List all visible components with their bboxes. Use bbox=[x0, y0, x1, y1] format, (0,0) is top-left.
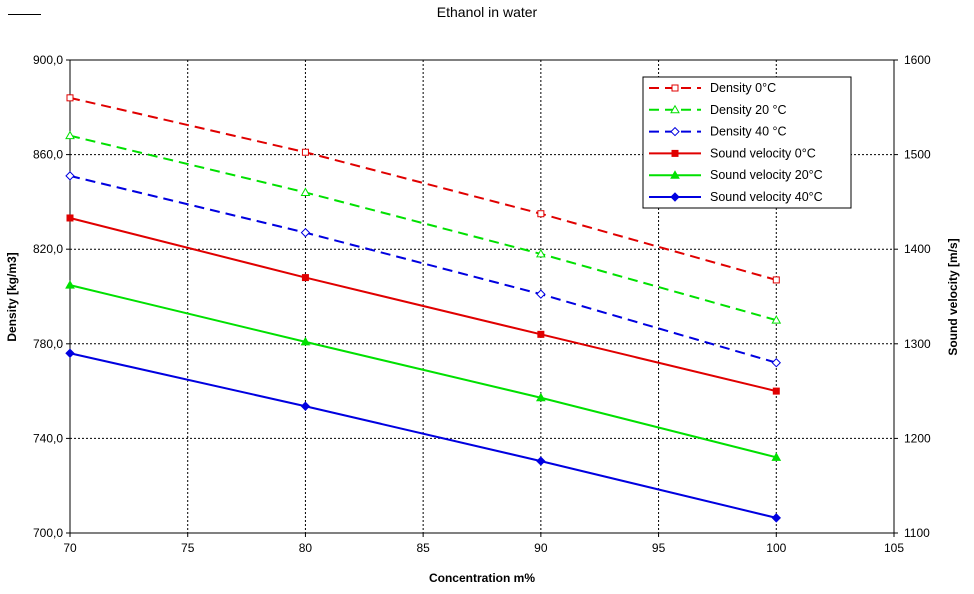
legend-label: Sound velocity 20°C bbox=[710, 168, 823, 182]
data-point bbox=[772, 387, 780, 395]
series-line bbox=[69, 174, 777, 364]
legend-item: Sound velocity 20°C bbox=[649, 168, 823, 182]
data-point bbox=[536, 289, 546, 299]
data-point bbox=[65, 130, 75, 140]
data-point bbox=[65, 348, 75, 358]
legend-marker bbox=[670, 126, 680, 137]
series-line bbox=[69, 217, 777, 393]
legend-marker bbox=[670, 170, 680, 179]
legend-box bbox=[642, 76, 852, 209]
x-axis: 70 75 80 85 90 95 100 105 bbox=[63, 533, 904, 555]
series-6 bbox=[65, 348, 781, 523]
data-point bbox=[535, 248, 546, 258]
legend-label: Sound velocity 0°C bbox=[710, 146, 816, 160]
series-5 bbox=[65, 280, 782, 461]
series-3 bbox=[65, 171, 781, 368]
y2-tick-label: 1300 bbox=[904, 337, 931, 351]
y2-axis-label: Sound velocity [m/s] bbox=[946, 238, 960, 355]
legend-label: Density 20 °C bbox=[710, 103, 787, 117]
legend-item: Density 0°C bbox=[649, 81, 776, 95]
x-tick-label: 90 bbox=[534, 541, 548, 555]
y2-tick-label: 1600 bbox=[904, 53, 931, 67]
series-group bbox=[65, 94, 782, 523]
y-tick-label: 780,0 bbox=[33, 337, 63, 351]
series-line bbox=[69, 284, 777, 459]
data-point bbox=[300, 187, 311, 196]
legend-item: Sound velocity 0°C bbox=[649, 146, 816, 160]
x-tick-label: 85 bbox=[416, 541, 430, 555]
data-point bbox=[536, 456, 546, 466]
y2-tick-label: 1400 bbox=[904, 242, 931, 256]
legend-label: Density 0°C bbox=[710, 81, 776, 95]
series-1 bbox=[66, 94, 780, 284]
data-point bbox=[772, 276, 780, 284]
corner-line-mark bbox=[8, 14, 41, 15]
data-point bbox=[537, 330, 545, 338]
series-line bbox=[69, 96, 777, 281]
series-line bbox=[69, 134, 777, 322]
series-line bbox=[69, 352, 777, 519]
series-4 bbox=[66, 214, 780, 395]
legend-item: Density 20 °C bbox=[649, 103, 787, 117]
legend-label: Density 40 °C bbox=[710, 125, 787, 139]
data-point bbox=[66, 214, 74, 222]
data-point bbox=[66, 94, 74, 102]
series-2 bbox=[65, 130, 782, 324]
y2-tick-label: 1100 bbox=[904, 526, 930, 540]
x-tick-label: 100 bbox=[766, 541, 786, 555]
y-axis-right: 1100 1200 1300 1400 1500 1600 bbox=[894, 53, 931, 540]
y-axis-label: Density [kg/m3] bbox=[5, 252, 19, 341]
data-point bbox=[301, 274, 309, 282]
x-axis-label: Concentration m% bbox=[429, 571, 535, 585]
data-point bbox=[65, 171, 75, 181]
data-point bbox=[771, 358, 781, 368]
y-tick-label: 820,0 bbox=[33, 242, 63, 256]
y-tick-label: 860,0 bbox=[33, 148, 63, 162]
legend-marker bbox=[670, 192, 680, 202]
data-point bbox=[537, 210, 545, 218]
y-tick-label: 700,0 bbox=[33, 526, 63, 540]
x-tick-label: 75 bbox=[181, 541, 195, 555]
legend-marker bbox=[671, 84, 679, 92]
y-tick-label: 740,0 bbox=[33, 431, 63, 445]
data-point bbox=[771, 452, 782, 461]
data-point bbox=[65, 280, 75, 289]
data-point bbox=[300, 336, 311, 346]
y-tick-label: 900,0 bbox=[33, 53, 63, 67]
x-tick-label: 95 bbox=[652, 541, 666, 555]
y2-tick-label: 1500 bbox=[904, 148, 931, 162]
legend-marker bbox=[670, 104, 680, 114]
legend-label: Sound velocity 40°C bbox=[710, 190, 823, 204]
legend-item: Sound velocity 40°C bbox=[649, 190, 823, 204]
plot-frame bbox=[69, 59, 895, 534]
data-point bbox=[300, 227, 311, 238]
y2-tick-label: 1200 bbox=[904, 431, 931, 445]
x-tick-label: 105 bbox=[884, 541, 904, 555]
x-tick-label: 70 bbox=[63, 541, 77, 555]
grid bbox=[70, 60, 894, 533]
y-axis-left: 700,0 740,0 780,0 820,0 860,0 900,0 bbox=[33, 53, 70, 540]
legend: Density 0°C Density 20 °C Density 40 °C Sou… bbox=[642, 76, 852, 209]
data-point bbox=[301, 148, 309, 156]
data-point bbox=[300, 401, 311, 411]
legend-item: Density 40 °C bbox=[649, 125, 787, 139]
data-point bbox=[771, 315, 782, 324]
chart-title: Ethanol in water bbox=[437, 4, 538, 20]
x-tick-label: 80 bbox=[299, 541, 313, 555]
legend-marker bbox=[671, 149, 679, 157]
data-point bbox=[535, 392, 546, 402]
data-point bbox=[771, 513, 781, 523]
